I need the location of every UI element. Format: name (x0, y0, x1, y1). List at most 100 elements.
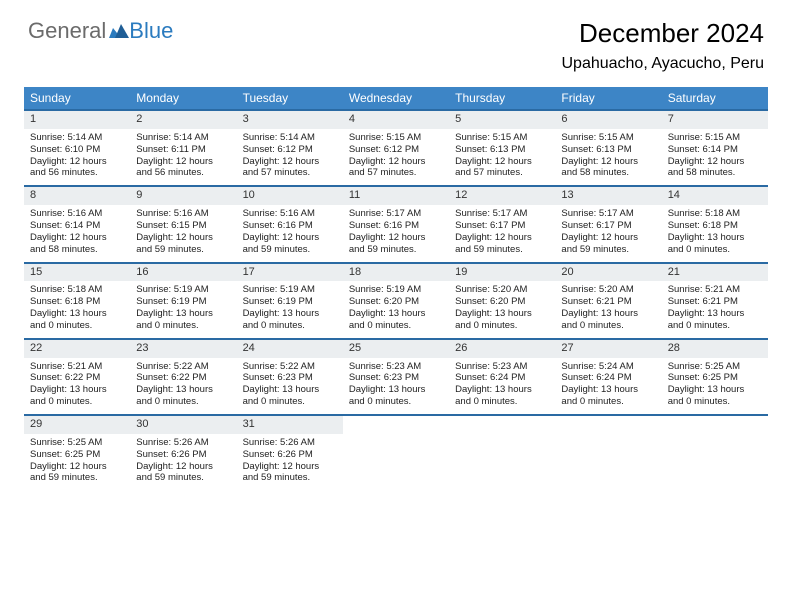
week-row: 22Sunrise: 5:21 AMSunset: 6:22 PMDayligh… (24, 339, 768, 415)
day-line: Daylight: 13 hours (668, 232, 762, 244)
day-cell: 1Sunrise: 5:14 AMSunset: 6:10 PMDaylight… (24, 110, 130, 186)
day-line: Daylight: 12 hours (30, 232, 124, 244)
day-line: and 56 minutes. (136, 167, 230, 179)
day-line: Sunset: 6:13 PM (455, 144, 549, 156)
day-body: Sunrise: 5:25 AMSunset: 6:25 PMDaylight:… (662, 358, 768, 415)
dow-thu: Thursday (449, 87, 555, 110)
day-line: Daylight: 13 hours (349, 384, 443, 396)
day-body: Sunrise: 5:18 AMSunset: 6:18 PMDaylight:… (662, 205, 768, 262)
day-line: and 0 minutes. (561, 396, 655, 408)
day-cell: 25Sunrise: 5:23 AMSunset: 6:23 PMDayligh… (343, 339, 449, 415)
day-line: Sunset: 6:22 PM (30, 372, 124, 384)
dow-fri: Friday (555, 87, 661, 110)
dow-row: Sunday Monday Tuesday Wednesday Thursday… (24, 87, 768, 110)
day-line: Sunrise: 5:19 AM (349, 284, 443, 296)
day-line: Sunrise: 5:22 AM (136, 361, 230, 373)
day-line: Sunset: 6:24 PM (561, 372, 655, 384)
day-number: 5 (449, 111, 555, 129)
day-cell: 17Sunrise: 5:19 AMSunset: 6:19 PMDayligh… (237, 263, 343, 339)
day-body: Sunrise: 5:26 AMSunset: 6:26 PMDaylight:… (130, 434, 236, 491)
day-line: and 57 minutes. (455, 167, 549, 179)
day-line: and 57 minutes. (243, 167, 337, 179)
day-line: Sunset: 6:12 PM (349, 144, 443, 156)
day-cell: 7Sunrise: 5:15 AMSunset: 6:14 PMDaylight… (662, 110, 768, 186)
day-line: and 59 minutes. (243, 244, 337, 256)
day-line: Sunrise: 5:20 AM (455, 284, 549, 296)
dow-mon: Monday (130, 87, 236, 110)
day-line: Sunset: 6:13 PM (561, 144, 655, 156)
day-line: Sunset: 6:19 PM (243, 296, 337, 308)
day-line: Daylight: 13 hours (349, 308, 443, 320)
brand-mark-icon (109, 18, 129, 44)
day-line: and 59 minutes. (136, 244, 230, 256)
day-line: Sunrise: 5:14 AM (136, 132, 230, 144)
day-line: Sunset: 6:14 PM (30, 220, 124, 232)
day-line: Sunset: 6:18 PM (30, 296, 124, 308)
day-line: Daylight: 12 hours (243, 156, 337, 168)
day-cell: 27Sunrise: 5:24 AMSunset: 6:24 PMDayligh… (555, 339, 661, 415)
day-line: Daylight: 12 hours (30, 461, 124, 473)
day-line: Sunrise: 5:26 AM (243, 437, 337, 449)
day-body: Sunrise: 5:19 AMSunset: 6:19 PMDaylight:… (237, 281, 343, 338)
day-line: Sunrise: 5:16 AM (243, 208, 337, 220)
day-number: 8 (24, 187, 130, 205)
day-line: Sunset: 6:22 PM (136, 372, 230, 384)
day-cell (555, 415, 661, 490)
day-number: 16 (130, 264, 236, 282)
day-body: Sunrise: 5:18 AMSunset: 6:18 PMDaylight:… (24, 281, 130, 338)
day-body: Sunrise: 5:22 AMSunset: 6:23 PMDaylight:… (237, 358, 343, 415)
day-body: Sunrise: 5:24 AMSunset: 6:24 PMDaylight:… (555, 358, 661, 415)
day-line: Sunset: 6:19 PM (136, 296, 230, 308)
day-line: and 0 minutes. (243, 396, 337, 408)
day-line: Sunset: 6:10 PM (30, 144, 124, 156)
day-line: and 56 minutes. (30, 167, 124, 179)
day-line: Sunrise: 5:25 AM (30, 437, 124, 449)
day-line: Daylight: 12 hours (668, 156, 762, 168)
brand-part2: Blue (129, 18, 173, 44)
day-line: Sunset: 6:20 PM (455, 296, 549, 308)
day-line: Daylight: 13 hours (668, 308, 762, 320)
day-body: Sunrise: 5:15 AMSunset: 6:13 PMDaylight:… (555, 129, 661, 186)
day-line: Sunrise: 5:19 AM (136, 284, 230, 296)
day-line: Daylight: 12 hours (455, 232, 549, 244)
day-line: Sunset: 6:12 PM (243, 144, 337, 156)
month-title: December 2024 (561, 18, 764, 49)
day-line: and 0 minutes. (455, 320, 549, 332)
day-body: Sunrise: 5:25 AMSunset: 6:25 PMDaylight:… (24, 434, 130, 491)
day-line: Sunrise: 5:24 AM (561, 361, 655, 373)
day-number: 3 (237, 111, 343, 129)
day-cell: 22Sunrise: 5:21 AMSunset: 6:22 PMDayligh… (24, 339, 130, 415)
day-body: Sunrise: 5:17 AMSunset: 6:16 PMDaylight:… (343, 205, 449, 262)
day-cell: 5Sunrise: 5:15 AMSunset: 6:13 PMDaylight… (449, 110, 555, 186)
day-cell (449, 415, 555, 490)
day-number: 7 (662, 111, 768, 129)
day-body: Sunrise: 5:14 AMSunset: 6:12 PMDaylight:… (237, 129, 343, 186)
day-line: Sunrise: 5:15 AM (455, 132, 549, 144)
day-number: 30 (130, 416, 236, 434)
day-cell: 14Sunrise: 5:18 AMSunset: 6:18 PMDayligh… (662, 186, 768, 262)
day-line: Sunrise: 5:17 AM (455, 208, 549, 220)
day-body: Sunrise: 5:14 AMSunset: 6:10 PMDaylight:… (24, 129, 130, 186)
day-body: Sunrise: 5:15 AMSunset: 6:14 PMDaylight:… (662, 129, 768, 186)
day-cell: 24Sunrise: 5:22 AMSunset: 6:23 PMDayligh… (237, 339, 343, 415)
day-number: 21 (662, 264, 768, 282)
day-line: and 58 minutes. (30, 244, 124, 256)
day-line: Daylight: 13 hours (668, 384, 762, 396)
day-line: Daylight: 13 hours (243, 308, 337, 320)
day-body: Sunrise: 5:15 AMSunset: 6:13 PMDaylight:… (449, 129, 555, 186)
day-body: Sunrise: 5:19 AMSunset: 6:19 PMDaylight:… (130, 281, 236, 338)
day-line: Sunset: 6:23 PM (349, 372, 443, 384)
day-line: Sunrise: 5:20 AM (561, 284, 655, 296)
day-line: and 59 minutes. (561, 244, 655, 256)
day-number: 14 (662, 187, 768, 205)
day-number: 18 (343, 264, 449, 282)
day-line: Daylight: 12 hours (243, 232, 337, 244)
day-body: Sunrise: 5:16 AMSunset: 6:14 PMDaylight:… (24, 205, 130, 262)
day-line: Sunset: 6:11 PM (136, 144, 230, 156)
day-line: Daylight: 12 hours (455, 156, 549, 168)
day-line: Sunrise: 5:26 AM (136, 437, 230, 449)
day-line: Sunrise: 5:21 AM (30, 361, 124, 373)
day-cell: 30Sunrise: 5:26 AMSunset: 6:26 PMDayligh… (130, 415, 236, 490)
week-row: 29Sunrise: 5:25 AMSunset: 6:25 PMDayligh… (24, 415, 768, 490)
day-line: Sunrise: 5:17 AM (349, 208, 443, 220)
